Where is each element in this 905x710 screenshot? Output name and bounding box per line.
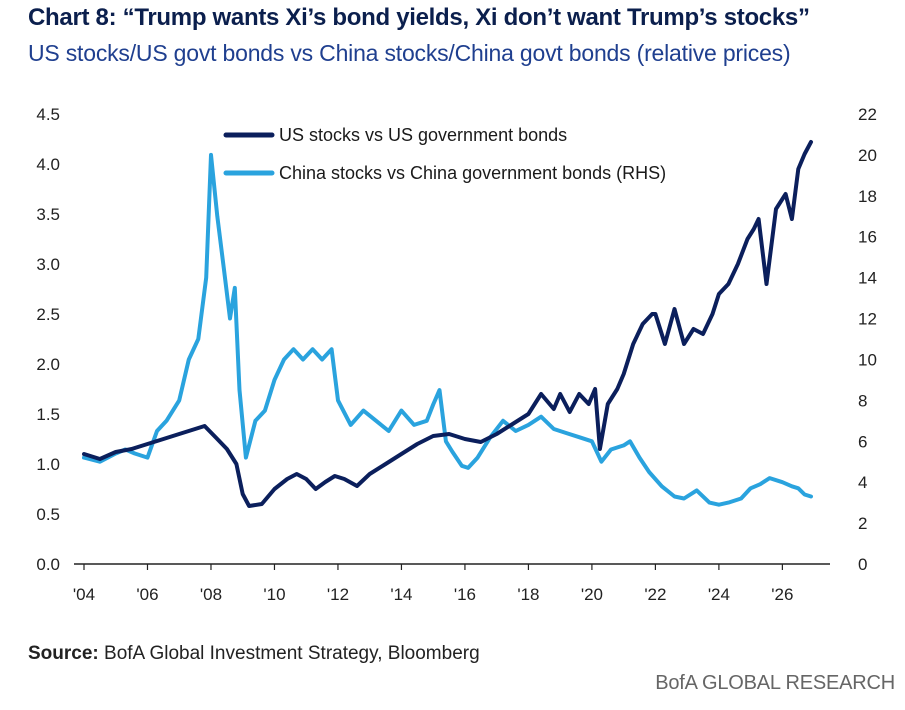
x-tick-label: '26 xyxy=(771,585,793,604)
y-left-tick-label: 0.0 xyxy=(36,555,60,574)
y-left-tick-label: 4.0 xyxy=(36,155,60,174)
y-left-tick-label: 3.0 xyxy=(36,255,60,274)
x-tick-label: '24 xyxy=(708,585,730,604)
y-right-tick-label: 16 xyxy=(858,228,877,247)
x-tick-label: '04 xyxy=(73,585,95,604)
x-tick-label: '16 xyxy=(454,585,476,604)
y-right-tick-label: 0 xyxy=(858,555,867,574)
series-line-us xyxy=(82,140,813,508)
y-right-tick-label: 14 xyxy=(858,269,877,288)
legend-label: China stocks vs China government bonds (… xyxy=(279,163,666,183)
legend-label: US stocks vs US government bonds xyxy=(279,125,567,145)
series-line-china xyxy=(82,152,813,507)
x-tick-label: '10 xyxy=(263,585,285,604)
y-left-tick-label: 0.5 xyxy=(36,505,60,524)
y-left-tick-label: 2.0 xyxy=(36,355,60,374)
brand-logo-text: BofA GLOBAL RESEARCH xyxy=(655,672,895,694)
series-layer xyxy=(82,140,813,508)
y-right-tick-label: 8 xyxy=(858,391,867,410)
y-right-tick-label: 12 xyxy=(858,310,877,329)
x-tick-label: '18 xyxy=(517,585,539,604)
y-left-tick-label: 1.0 xyxy=(36,455,60,474)
y-left-tick-label: 4.5 xyxy=(36,105,60,124)
x-tick-label: '22 xyxy=(644,585,666,604)
chart-subtitle: US stocks/US govt bonds vs China stocks/… xyxy=(28,40,791,66)
x-tick-label: '06 xyxy=(136,585,158,604)
x-tick-label: '12 xyxy=(327,585,349,604)
y-right-tick-label: 18 xyxy=(858,187,877,206)
y-right-tick-label: 6 xyxy=(858,432,867,451)
line-chart: '04 '06 '08 '10 '12 '14 '16 '18 '20 '22 '24 '26 0.0 0… xyxy=(36,105,877,604)
y-left-tick-label: 3.5 xyxy=(36,205,60,224)
source-text: BofA Global Investment Strategy, Bloombe… xyxy=(104,643,480,664)
x-tick-label: '08 xyxy=(200,585,222,604)
source-note: Source: BofA Global Investment Strategy,… xyxy=(28,643,480,665)
chart-title: Chart 8: “Trump wants Xi’s bond yields, … xyxy=(28,4,810,31)
y-left-tick-label: 1.5 xyxy=(36,405,60,424)
x-tick-label: '20 xyxy=(581,585,603,604)
axes: '04 '06 '08 '10 '12 '14 '16 '18 '20 '22 '24 '26 0.0 0… xyxy=(36,105,877,604)
y-right-tick-label: 2 xyxy=(858,514,867,533)
y-right-tick-label: 20 xyxy=(858,146,877,165)
y-left-tick-label: 2.5 xyxy=(36,305,60,324)
y-right-tick-label: 10 xyxy=(858,350,877,369)
legend: US stocks vs US government bonds China st… xyxy=(223,125,666,183)
y-right-tick-label: 4 xyxy=(858,473,867,492)
source-label: Source: xyxy=(28,643,99,664)
y-right-tick-label: 22 xyxy=(858,105,877,124)
x-tick-label: '14 xyxy=(390,585,412,604)
